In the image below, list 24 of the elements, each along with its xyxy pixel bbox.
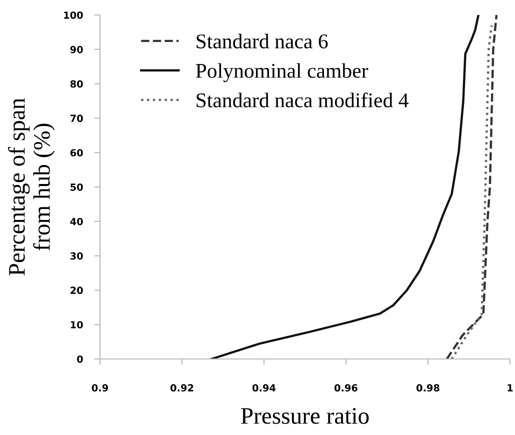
y-tick-label: 20 <box>70 286 83 294</box>
y-tick-label: 0 <box>77 355 83 363</box>
y-axis-title: Percentage of span from hub (%) <box>8 98 55 276</box>
x-tick-label: 0.92 <box>170 384 194 392</box>
line-series <box>450 24 493 359</box>
y-tick-label: 60 <box>70 149 83 156</box>
y-tick-label: 30 <box>70 252 83 260</box>
x-tick-label: 0.98 <box>416 384 440 392</box>
y-tick-label: 80 <box>70 80 83 88</box>
x-tick-label: 0.9 <box>92 384 108 392</box>
y-tick-label: 40 <box>70 218 83 226</box>
x-tick-label: 0.96 <box>334 384 358 392</box>
y-tick-label: 90 <box>70 46 83 54</box>
y-tick-label: 50 <box>70 183 83 191</box>
legend-label: Standard naca 6 <box>196 34 328 48</box>
line-series <box>446 15 498 359</box>
x-tick-label: 1 <box>508 384 513 392</box>
y-tick-label: 10 <box>70 321 83 328</box>
y-tick-label: 70 <box>70 114 83 122</box>
x-tick-label: 0.94 <box>252 384 276 392</box>
legend-label: Polynominal camber <box>196 63 368 82</box>
y-tick-label: 100 <box>64 11 83 19</box>
legend-label: Standard naca modified 4 <box>196 92 408 108</box>
x-axis-title: Pressure ratio <box>241 408 369 424</box>
